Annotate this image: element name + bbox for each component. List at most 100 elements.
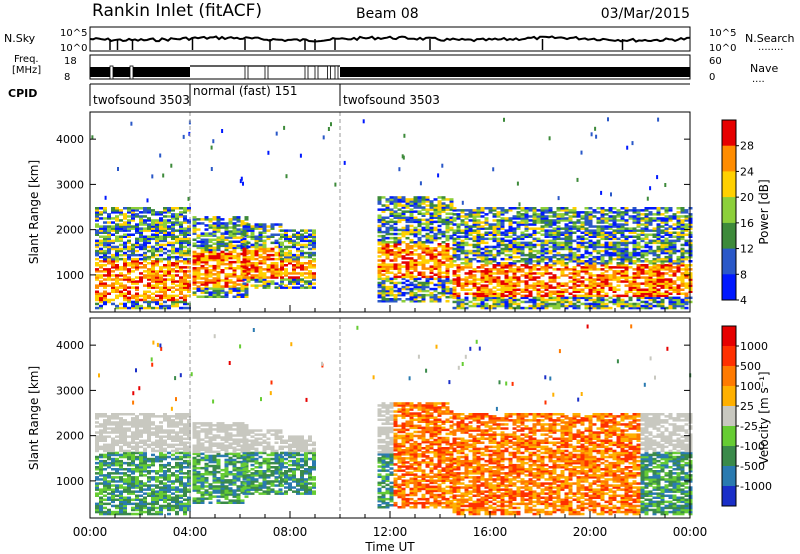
- power-cell: [616, 245, 621, 249]
- power-cell: [456, 231, 461, 234]
- power-cell: [401, 249, 406, 252]
- power-cell: [680, 253, 685, 257]
- power-cell: [532, 237, 537, 241]
- power-cell: [131, 278, 135, 281]
- power-cell: [143, 274, 147, 277]
- power-cell: [308, 262, 312, 265]
- power-cell: [616, 209, 621, 212]
- power-cell: [441, 275, 446, 279]
- power-cell: [672, 215, 677, 218]
- power-cell: [564, 296, 569, 300]
- power-cell: [212, 228, 217, 231]
- power-cell: [262, 272, 267, 275]
- power-cell: [476, 255, 481, 259]
- power-cell: [488, 211, 493, 214]
- power-cell: [441, 255, 446, 258]
- power-cell: [123, 233, 127, 236]
- power-cell: [516, 266, 521, 269]
- power-cell: [187, 233, 191, 236]
- power-cell: [604, 231, 609, 234]
- power-cell: [500, 223, 505, 226]
- velocity-cell: [99, 445, 103, 449]
- power-cell: [224, 230, 229, 233]
- power-cell: [556, 306, 561, 310]
- power-cell: [183, 288, 187, 291]
- velocity-cell: [123, 449, 127, 453]
- power-cell: [139, 211, 143, 214]
- power-cell: [680, 231, 685, 234]
- power-cell: [163, 239, 167, 243]
- power-cell: [417, 222, 422, 226]
- power-cell: [604, 264, 609, 267]
- power-cell: [628, 276, 633, 279]
- power-cell: [393, 295, 398, 299]
- power-cell: [312, 264, 316, 267]
- power-cell: [220, 242, 225, 245]
- power-cell: [452, 247, 457, 251]
- power-cell: [292, 260, 296, 263]
- power-cell: [216, 216, 221, 219]
- power-cell: [552, 213, 557, 216]
- power-cell: [123, 247, 127, 251]
- velocity-cell: [119, 502, 123, 506]
- power-cell: [540, 296, 545, 300]
- power-cell: [187, 241, 191, 245]
- power-cell: [224, 258, 229, 262]
- power-cell: [620, 235, 625, 238]
- power-cell: [672, 247, 677, 251]
- power-cell: [397, 269, 402, 272]
- power-cell: [405, 226, 410, 230]
- power-cell: [480, 272, 485, 275]
- power-cell: [224, 267, 229, 270]
- power-cell: [278, 223, 283, 226]
- power-cell: [472, 282, 477, 285]
- power-cell: [220, 262, 225, 266]
- power-cell: [568, 245, 573, 249]
- velocity-cell: [115, 427, 119, 430]
- power-cell: [560, 294, 565, 298]
- power-cell: [572, 225, 577, 228]
- power-cell: [600, 211, 605, 214]
- power-cell: [468, 288, 473, 291]
- power-cell: [159, 247, 163, 251]
- power-cell: [270, 262, 275, 265]
- power-cell: [600, 268, 605, 271]
- power-cell: [236, 228, 241, 231]
- power-cell: [516, 245, 521, 249]
- y-tick-label: 1000: [56, 269, 84, 282]
- power-cell: [660, 278, 665, 281]
- power-cell: [580, 260, 585, 263]
- power-cell: [167, 241, 171, 245]
- power-cell: [449, 263, 454, 266]
- power-cell: [262, 243, 267, 247]
- power-cell: [135, 243, 139, 247]
- power-cell: [656, 284, 661, 287]
- power-cell: [278, 255, 283, 259]
- power-cell: [296, 257, 300, 261]
- power-cell: [492, 219, 497, 222]
- velocity-cell: [103, 427, 107, 430]
- power-cell: [135, 207, 139, 210]
- power-cell: [660, 276, 665, 279]
- power-cell: [588, 219, 593, 222]
- power-cell: [460, 251, 465, 255]
- power-cell: [636, 294, 641, 298]
- power-cell: [270, 270, 275, 273]
- power-cell: [548, 223, 553, 226]
- power-cell: [608, 219, 613, 222]
- power-cell: [433, 208, 438, 211]
- power-cell: [220, 234, 225, 237]
- power-cell: [624, 241, 629, 245]
- power-cell: [224, 273, 229, 276]
- power-cell: [496, 241, 501, 245]
- power-cell: [115, 278, 119, 281]
- velocity-cell: [123, 429, 127, 432]
- power-cell: [103, 239, 107, 243]
- power-cell: [103, 290, 107, 293]
- power-cell: [672, 213, 677, 216]
- power-cell: [524, 266, 529, 269]
- power-cell: [600, 272, 605, 275]
- power-cell: [401, 210, 406, 213]
- power-cell: [620, 249, 625, 253]
- power-cell: [208, 273, 213, 276]
